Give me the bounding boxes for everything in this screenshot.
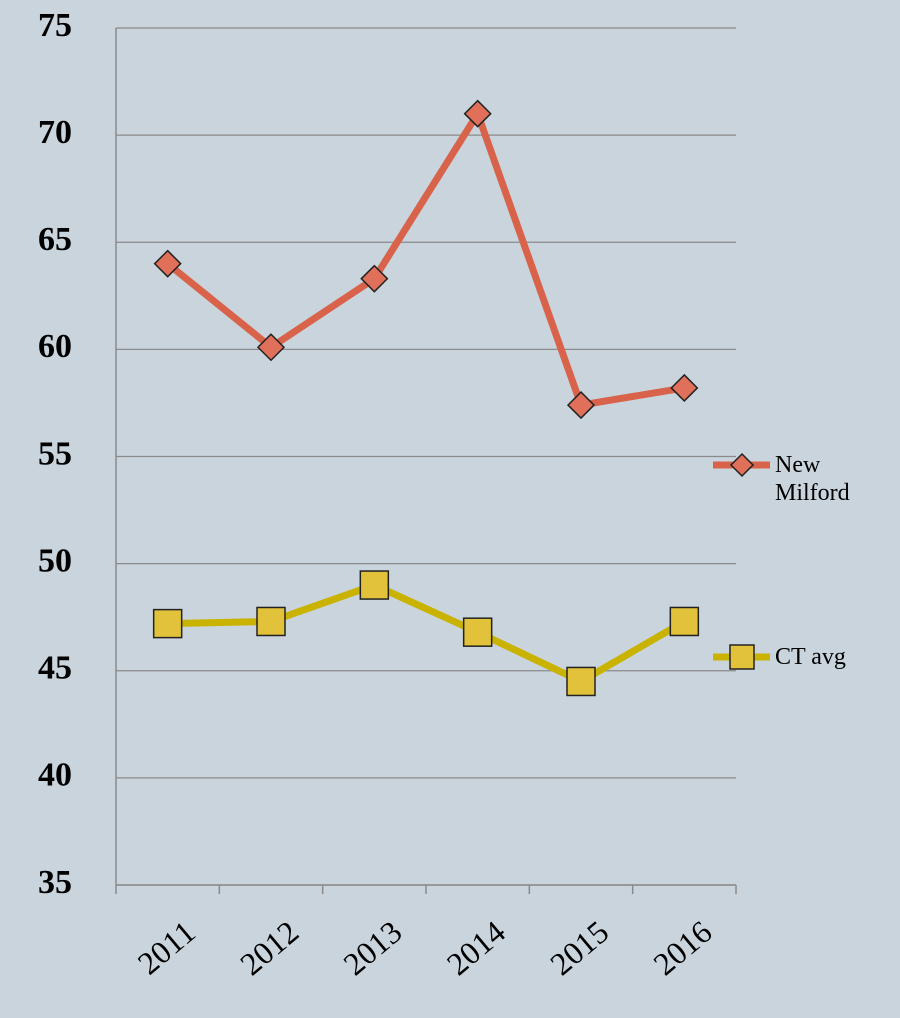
marker [463, 99, 492, 128]
marker [670, 373, 699, 403]
series-line [165, 110, 685, 409]
y-tick-label: 40 [38, 757, 72, 794]
legend-label: CT avg [775, 644, 846, 670]
marker [359, 570, 390, 600]
y-tick-label: 70 [38, 114, 72, 151]
y-tick-label: 75 [38, 7, 72, 44]
marker [256, 606, 286, 637]
marker [360, 264, 389, 293]
y-tick-label: 50 [38, 542, 72, 579]
legend-label: New Milford [775, 452, 850, 506]
marker [153, 249, 182, 278]
marker [729, 644, 755, 670]
x-tick-label: 2012 [233, 913, 305, 982]
x-tick-label: 2015 [543, 913, 615, 982]
y-tick-label: 35 [38, 864, 72, 901]
marker [669, 606, 700, 637]
marker [566, 391, 596, 420]
y-tick-label: 55 [38, 435, 72, 472]
x-tick-label: 2013 [336, 913, 408, 982]
marker [462, 617, 493, 647]
y-tick-label: 60 [38, 328, 72, 365]
marker [566, 666, 596, 697]
series-line [167, 581, 687, 685]
x-tick-label: 2011 [131, 913, 202, 981]
marker [256, 333, 286, 362]
x-tick-label: 2014 [440, 913, 512, 982]
x-tick-label: 2016 [646, 913, 718, 982]
marker [152, 608, 183, 639]
y-tick-label: 65 [38, 221, 72, 258]
y-tick-label: 45 [38, 650, 72, 687]
marker [729, 452, 755, 478]
